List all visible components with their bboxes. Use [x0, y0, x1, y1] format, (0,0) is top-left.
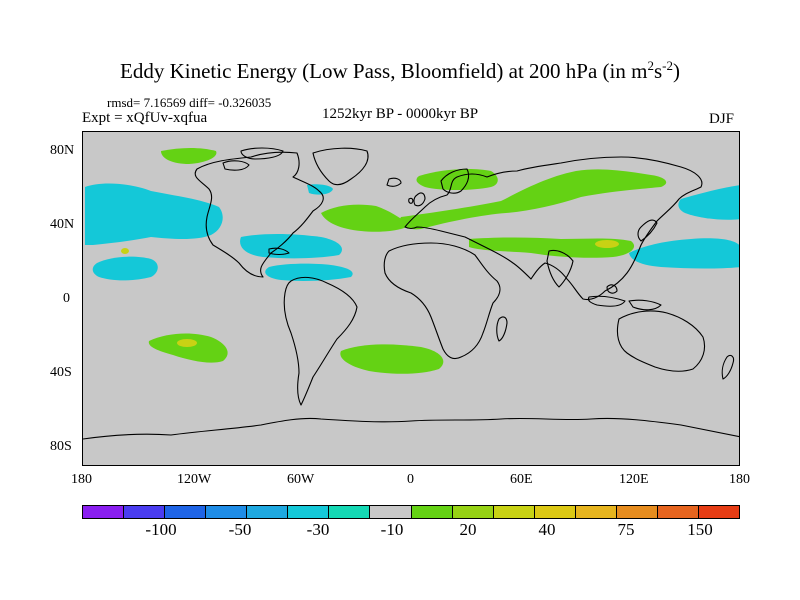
contour-green-eurasia-band	[400, 169, 667, 230]
lon-tick-180e: 180	[729, 472, 750, 487]
colorbar-label-40: 40	[538, 520, 556, 539]
coastlines	[83, 147, 739, 440]
colorbar-segment-3	[206, 506, 248, 518]
coastline-scandinavia	[440, 168, 470, 194]
coastline-uk	[408, 192, 426, 207]
lat-tick-40n: 40N	[50, 217, 75, 232]
coastline-greenland	[312, 147, 369, 186]
coastline-eurasia	[404, 156, 703, 301]
colorbar-label-neg30: -30	[306, 520, 330, 539]
coastline-africa	[383, 242, 501, 360]
period-label: 1252kyr BP - 0000kyr BP	[322, 106, 479, 122]
colorbar-segment-13	[616, 506, 658, 518]
lat-tick-40s: 40S	[50, 365, 72, 380]
lon-tick-120w: 120W	[177, 472, 212, 487]
map-panel	[82, 131, 740, 466]
coastline-india	[546, 249, 574, 288]
lon-tick-60w: 60W	[287, 472, 315, 487]
lon-tick-0: 0	[407, 472, 414, 487]
colorbar-segment-10	[493, 506, 535, 518]
colorbar-label-neg10: -10	[380, 520, 404, 539]
colorbar-label-neg100: -100	[145, 520, 177, 539]
contour-cyan-atlantic	[265, 263, 353, 281]
contour-green-south-pacific	[148, 333, 228, 363]
colorbar-segment-1	[124, 506, 166, 518]
colorbar-segment-11	[534, 506, 576, 518]
map-svg	[83, 147, 739, 440]
experiment-label: Expt = xQfUv-xqfua	[82, 110, 208, 126]
coastline-madagascar	[496, 316, 508, 342]
coastline-antarctica	[83, 417, 739, 440]
colorbar-label-20: 20	[459, 520, 477, 539]
season-label: DJF	[709, 111, 735, 127]
coastline-japan	[637, 219, 658, 242]
contour-fills	[85, 148, 739, 374]
lat-tick-80n: 80N	[50, 143, 75, 158]
colorbar-segment-7	[370, 506, 412, 518]
colorbar-segment-15	[698, 506, 739, 518]
contour-yellow-pacific	[121, 248, 129, 254]
colorbar-segment-8	[411, 506, 453, 518]
coastline-indonesia	[587, 284, 662, 311]
colorbar-segment-14	[657, 506, 699, 518]
plot-title: Eddy Kinetic Energy (Low Pass, Bloomfiel…	[120, 58, 680, 83]
coastline-cuba	[268, 247, 290, 256]
colorbar-segment-5	[288, 506, 330, 518]
contour-cyan-asia-east	[629, 238, 739, 269]
contour-green-south-atlantic	[340, 344, 444, 374]
lon-tick-180w: 180	[71, 472, 92, 487]
lon-tick-60e: 60E	[510, 472, 533, 487]
contour-yellow-south-pacific	[177, 339, 197, 347]
colorbar-segment-2	[165, 506, 207, 518]
lon-tick-120e: 120E	[619, 472, 649, 487]
colorbar-label-neg50: -50	[228, 520, 252, 539]
coastline-arctic-islands	[222, 147, 284, 171]
colorbar	[82, 505, 740, 519]
colorbar-segment-9	[452, 506, 494, 518]
colorbar-segment-12	[575, 506, 617, 518]
coastline-north-america	[194, 151, 324, 278]
contour-yellow-asia	[595, 240, 619, 248]
colorbar-segment-0	[83, 506, 125, 518]
lat-tick-0: 0	[63, 291, 70, 306]
contour-cyan-pacific-north	[85, 183, 223, 245]
coastline-south-america	[283, 276, 358, 406]
contour-green-asia-south	[469, 237, 635, 258]
contour-green-europe	[416, 168, 498, 190]
stats-text: rmsd= 7.16569 diff= -0.326035	[107, 95, 272, 110]
colorbar-segment-4	[247, 506, 289, 518]
lat-tick-80s: 80S	[50, 439, 72, 454]
contour-cyan-pacific-east	[92, 256, 158, 281]
colorbar-label-75: 75	[617, 520, 635, 539]
contour-cyan-pacific-west	[678, 185, 739, 220]
colorbar-label-150: 150	[687, 520, 713, 539]
coastline-new-zealand	[721, 354, 735, 380]
contour-green-arctic	[161, 148, 217, 164]
contour-green-atlantic-nw	[321, 204, 411, 232]
coastline-australia	[616, 310, 706, 372]
coastline-iceland	[386, 177, 402, 187]
contour-cyan-america	[240, 234, 342, 259]
colorbar-segment-6	[329, 506, 371, 518]
